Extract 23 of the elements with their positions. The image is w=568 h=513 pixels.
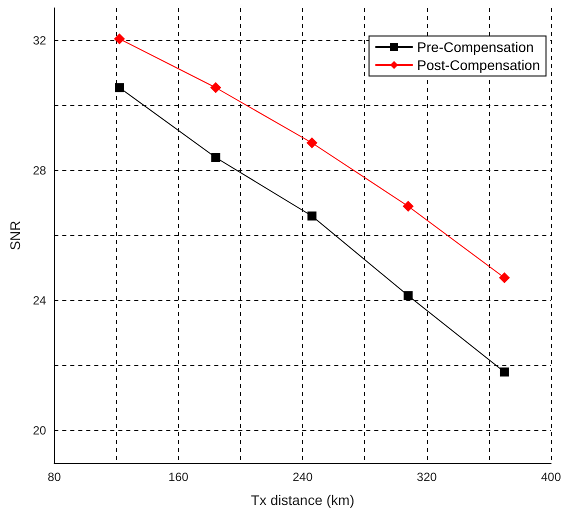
point	[114, 33, 125, 44]
x-tick-label: 80	[48, 470, 62, 484]
x-tick-label: 240	[292, 470, 313, 484]
point	[211, 153, 220, 162]
x-axis-title: Tx distance (km)	[250, 492, 354, 508]
y-tick-label: 24	[32, 294, 47, 308]
point	[307, 212, 316, 220]
point	[498, 272, 510, 284]
y-tick-label: 32	[32, 34, 47, 48]
point	[402, 200, 414, 212]
y-tick-label: 20	[32, 424, 47, 438]
y-axis-title: SNR	[7, 220, 23, 250]
x-tick-label: 160	[168, 470, 189, 484]
y-tick-label: 28	[32, 164, 47, 178]
point	[306, 137, 318, 148]
x-tick-label: 320	[416, 470, 438, 484]
point	[210, 82, 222, 94]
legend-label: Post-Compensation	[417, 57, 540, 73]
point	[404, 291, 413, 300]
point	[500, 368, 509, 376]
x-tick-label: 400	[540, 470, 562, 484]
point	[114, 83, 124, 92]
legend-label: Pre-Compensation	[417, 39, 534, 55]
